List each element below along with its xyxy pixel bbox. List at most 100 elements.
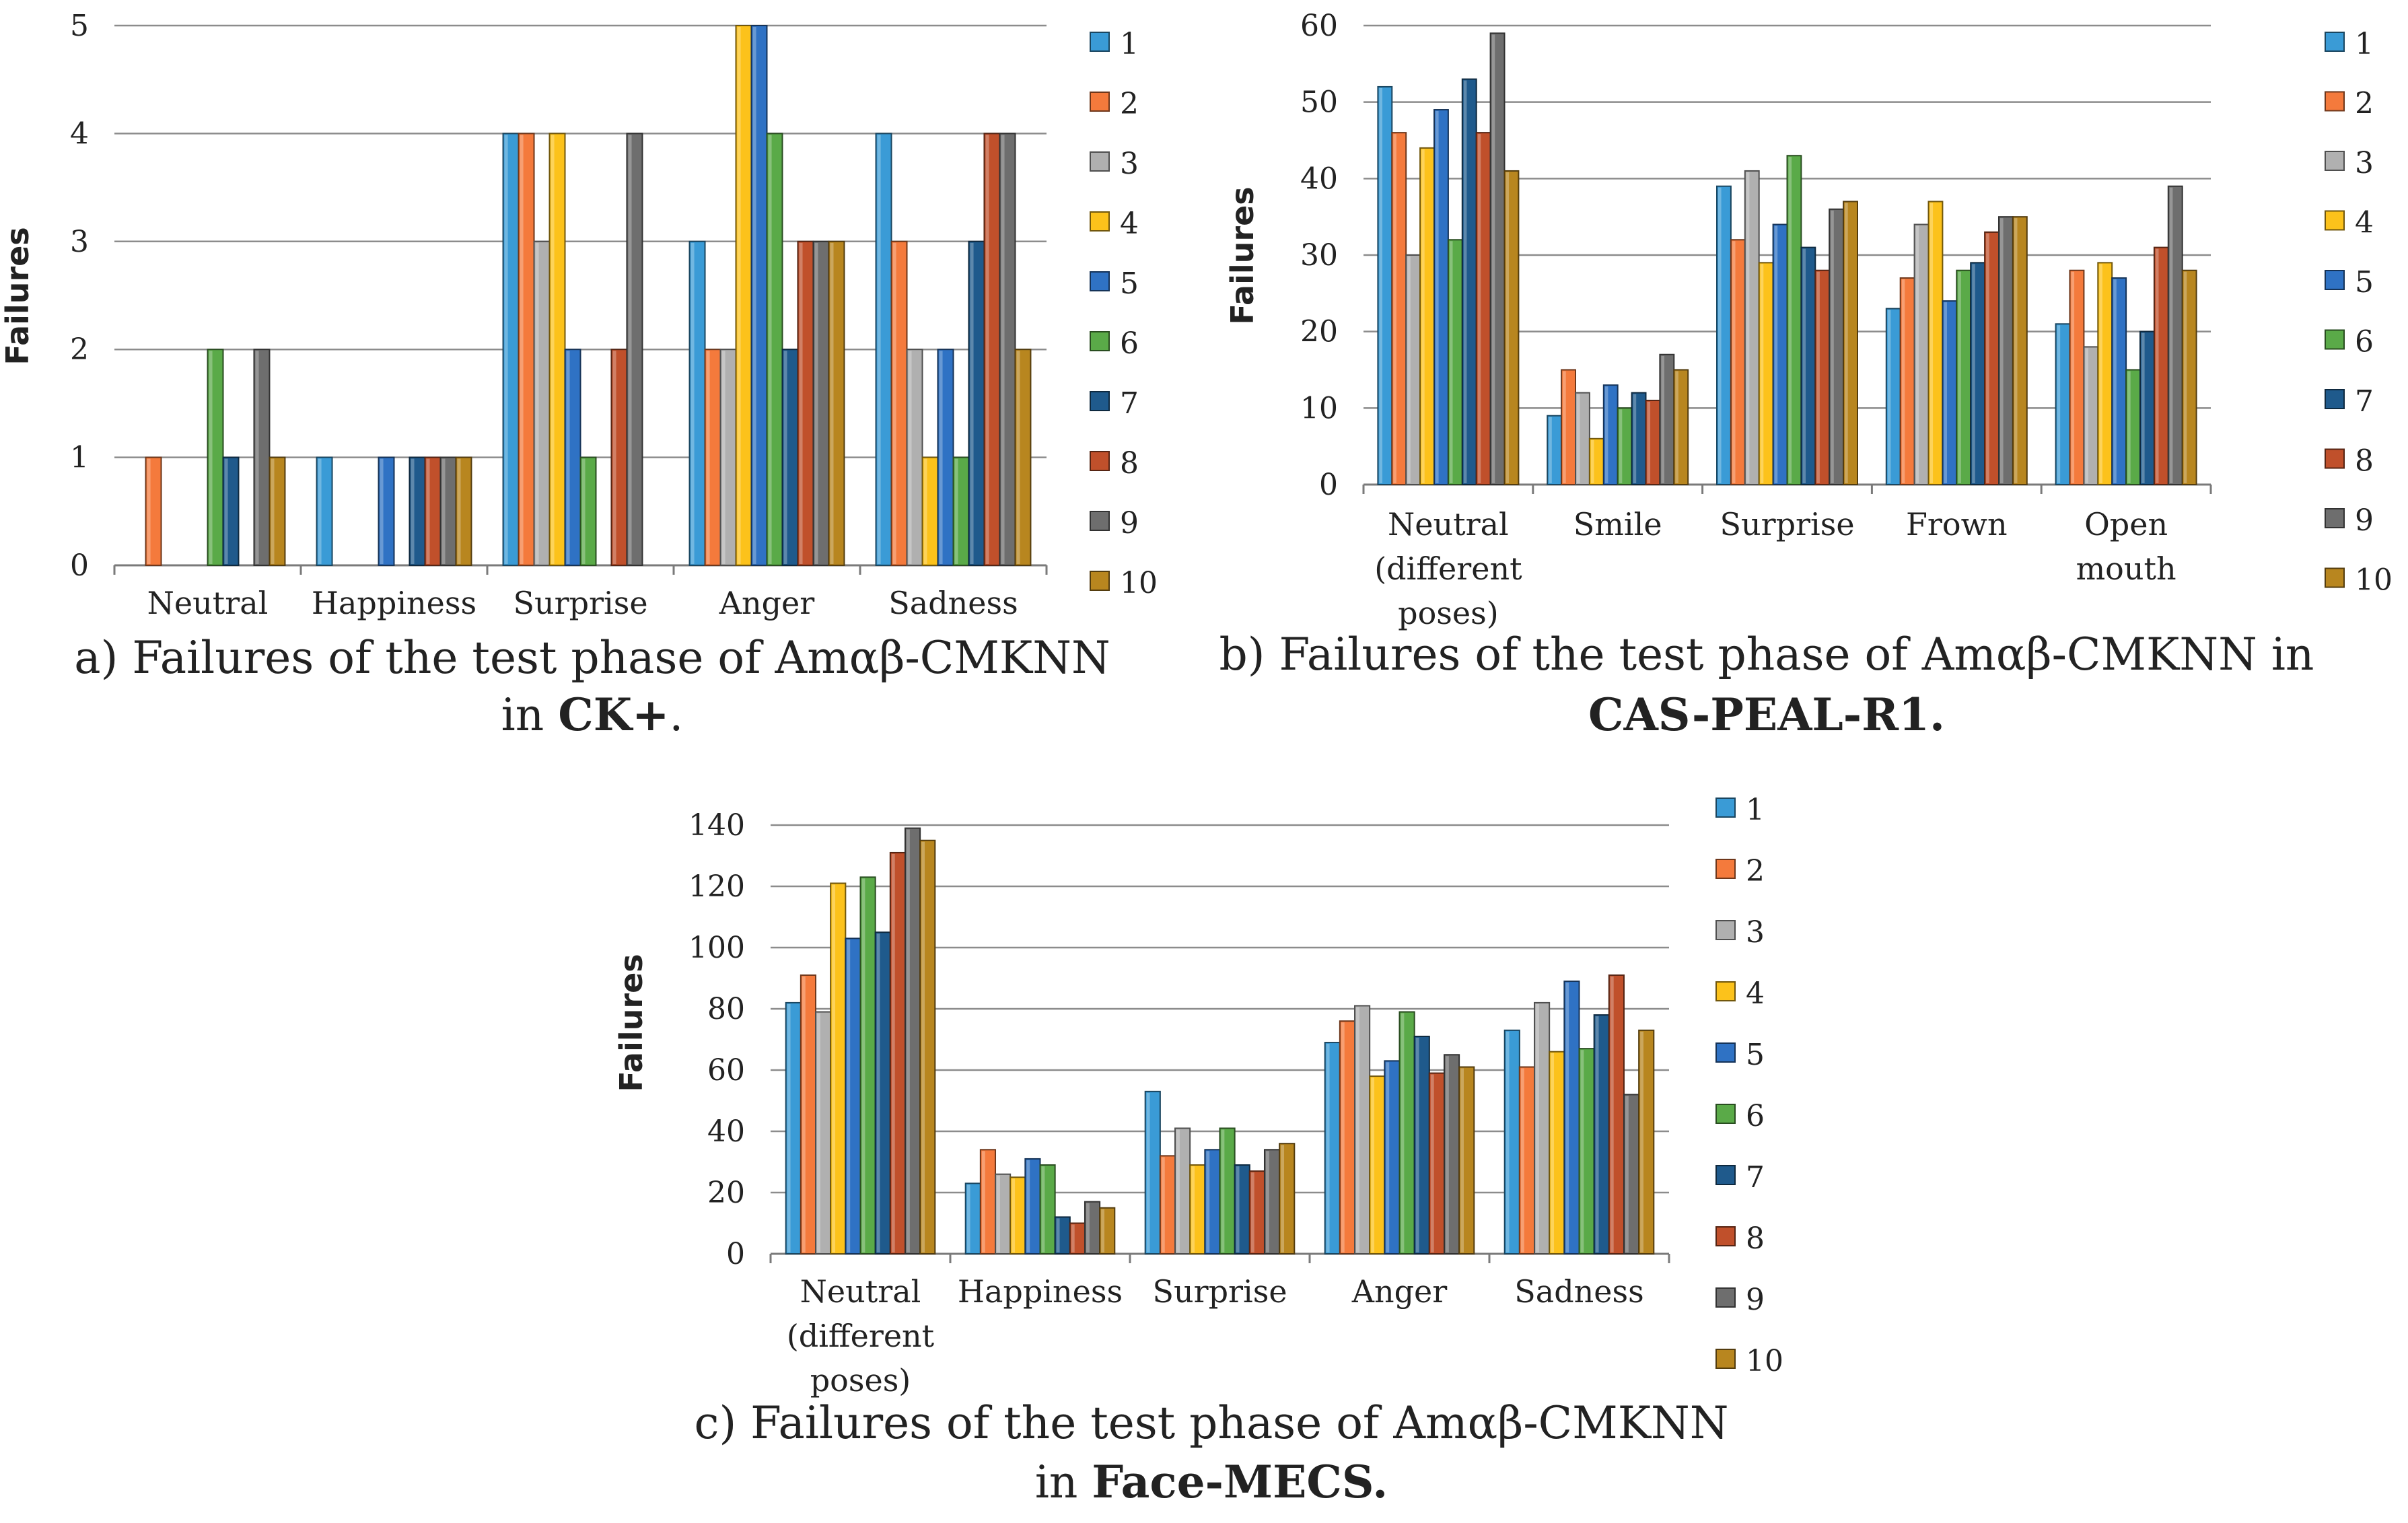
bar-highlight bbox=[908, 351, 912, 564]
bar-highlight bbox=[1356, 1007, 1359, 1252]
legend-swatch bbox=[2325, 448, 2345, 469]
bar-highlight bbox=[981, 1151, 985, 1252]
category-label: (different bbox=[1374, 551, 1522, 587]
bar-highlight bbox=[847, 940, 851, 1252]
caption-line-1: b) Failures of the test phase of Amαβ-CM… bbox=[1219, 629, 2314, 680]
category-label: mouth bbox=[2076, 551, 2176, 587]
bar-highlight bbox=[830, 242, 834, 564]
bar-highlight bbox=[1536, 1003, 1539, 1252]
bar-highlight bbox=[1041, 1166, 1045, 1252]
bar-series-5 bbox=[378, 456, 395, 566]
bar-highlight bbox=[814, 242, 818, 564]
bar-highlight bbox=[1929, 203, 1934, 483]
legend-swatch bbox=[2325, 32, 2345, 52]
legend-swatch bbox=[2325, 91, 2345, 112]
legend-label: 10 bbox=[1746, 1344, 1783, 1378]
bar-highlight bbox=[1590, 439, 1594, 483]
bar-highlight bbox=[1407, 256, 1411, 483]
caption-dataset-name: Face-MECS. bbox=[1092, 1456, 1388, 1508]
bar-highlight bbox=[939, 351, 943, 564]
legend-swatch bbox=[1715, 1287, 1736, 1308]
bar-highlight bbox=[1176, 1129, 1180, 1252]
bar-series-10 bbox=[828, 240, 845, 566]
y-tick-label: 1 bbox=[70, 441, 89, 475]
legend-swatch bbox=[1715, 920, 1736, 940]
bar-highlight bbox=[1640, 1031, 1644, 1252]
bar-series-6 bbox=[579, 456, 597, 566]
caption-line-1: c) Failures of the test phase of Amαβ-CM… bbox=[694, 1397, 1728, 1449]
category-label: poses) bbox=[810, 1362, 911, 1398]
bar-highlight bbox=[1675, 371, 1678, 483]
bar-highlight bbox=[1161, 1157, 1165, 1252]
legend-swatch bbox=[2325, 210, 2345, 231]
bar-series-10 bbox=[1638, 1029, 1655, 1254]
bar-highlight bbox=[628, 135, 632, 564]
legend-swatch bbox=[2325, 329, 2345, 350]
caption-line-1: a) Failures of the test phase of Amαβ-CM… bbox=[74, 632, 1110, 684]
legend-label: 8 bbox=[1120, 446, 1139, 481]
caption-line-2: CAS-PEAL-R1. bbox=[1588, 688, 1945, 741]
bar-highlight bbox=[1445, 1056, 1449, 1252]
bar-highlight bbox=[441, 458, 446, 564]
legend-swatch bbox=[1715, 1349, 1736, 1369]
category-label: Neutral bbox=[800, 1273, 921, 1310]
bar-highlight bbox=[1393, 134, 1396, 484]
y-tick-label: 120 bbox=[688, 870, 745, 904]
bar-highlight bbox=[921, 841, 925, 1252]
bar-series-2 bbox=[145, 456, 162, 566]
bar-highlight bbox=[1604, 386, 1608, 483]
category-label: Open bbox=[2084, 506, 2168, 542]
legend-label: 4 bbox=[1746, 977, 1765, 1011]
legend-swatch bbox=[1090, 451, 1110, 471]
bar-highlight bbox=[1146, 1092, 1150, 1252]
bar-highlight bbox=[255, 351, 259, 564]
bar-highlight bbox=[1430, 1074, 1434, 1252]
chart-ck-plus: 0 1 2 3 4 5 Failures Neutral Happiness Surprise An… bbox=[0, 9, 1158, 741]
y-tick-label: 40 bbox=[1300, 162, 1338, 196]
bar-highlight bbox=[1436, 111, 1439, 484]
bar-highlight bbox=[1887, 310, 1891, 483]
legend-label: 5 bbox=[2355, 265, 2374, 299]
bar-highlight bbox=[1788, 157, 1792, 483]
legend-swatch bbox=[1715, 1226, 1736, 1246]
bar-highlight bbox=[1421, 149, 1425, 483]
bar-series-10 bbox=[2181, 269, 2197, 485]
category-label: Anger bbox=[719, 585, 815, 621]
legend-label: 4 bbox=[1120, 207, 1139, 241]
bar-highlight bbox=[1341, 1022, 1345, 1252]
bar-highlight bbox=[1326, 1044, 1330, 1252]
bar-series-10 bbox=[919, 839, 936, 1254]
legend-label: 2 bbox=[1746, 854, 1765, 888]
bar-highlight bbox=[1221, 1129, 1225, 1252]
bar-highlight bbox=[1191, 1166, 1195, 1252]
bar-highlight bbox=[1774, 225, 1778, 483]
y-axis-label: Failures bbox=[613, 954, 649, 1092]
category-label: Sadness bbox=[1514, 1273, 1643, 1310]
bar-series-10 bbox=[1279, 1143, 1296, 1254]
bar-highlight bbox=[1056, 1218, 1060, 1252]
bar-highlight bbox=[752, 27, 756, 564]
bar-highlight bbox=[892, 242, 896, 564]
legend-label: 10 bbox=[2355, 563, 2393, 598]
bar-highlight bbox=[891, 853, 895, 1252]
bar-highlight bbox=[2057, 325, 2061, 483]
bar-highlight bbox=[737, 27, 741, 564]
y-tick-label: 0 bbox=[726, 1237, 745, 1271]
bar-highlight bbox=[1551, 1053, 1555, 1252]
y-tick-label: 20 bbox=[707, 1176, 745, 1210]
bar-series-6 bbox=[1039, 1164, 1056, 1255]
caption-dataset-name: CK+ bbox=[558, 688, 669, 741]
bar-highlight bbox=[209, 351, 213, 564]
legend-label: 6 bbox=[2355, 325, 2374, 359]
y-tick-label: 2 bbox=[70, 332, 89, 367]
legend-swatch bbox=[1715, 1104, 1736, 1124]
bar-highlight bbox=[1371, 1077, 1375, 1252]
legend-label: 6 bbox=[1120, 326, 1139, 361]
category-label: (different bbox=[787, 1318, 935, 1354]
bar-highlight bbox=[1506, 1031, 1510, 1252]
legend-label: 1 bbox=[1746, 793, 1765, 827]
bar-series-7 bbox=[222, 456, 240, 566]
bar-series-10 bbox=[269, 456, 286, 566]
bar-highlight bbox=[1718, 187, 1722, 483]
bar-highlight bbox=[1001, 135, 1005, 564]
